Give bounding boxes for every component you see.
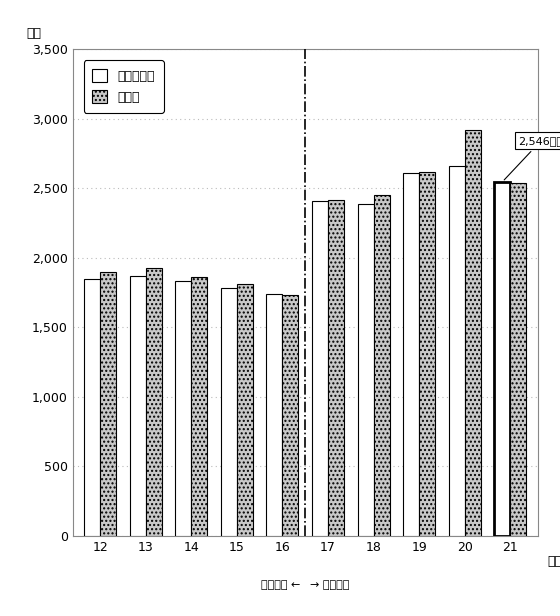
Bar [192, 277, 207, 536]
Bar [465, 130, 480, 536]
Text: 億円: 億円 [26, 26, 41, 39]
Bar [130, 276, 146, 536]
Bar [403, 173, 419, 536]
Legend: 当初予算顕, 決算顕: 当初予算顕, 決算顕 [83, 60, 164, 113]
Bar [237, 284, 253, 536]
Bar [175, 282, 192, 536]
Text: 年度: 年度 [547, 556, 560, 569]
Bar [494, 182, 510, 536]
Bar [146, 267, 162, 536]
Text: 2,546億円: 2,546億円 [504, 136, 560, 180]
Bar [449, 166, 465, 536]
Bar [84, 278, 100, 536]
Bar [100, 272, 116, 536]
Bar [419, 172, 435, 536]
Bar [374, 195, 390, 536]
Bar [328, 200, 344, 536]
Bar [282, 296, 298, 536]
Bar [510, 183, 526, 536]
Bar [358, 204, 374, 536]
Bar [312, 201, 328, 536]
Bar [221, 288, 237, 536]
Text: 旧浜松市 ←: 旧浜松市 ← [262, 580, 301, 590]
Bar [267, 294, 282, 536]
Text: → 新浜松市: → 新浜松市 [310, 580, 349, 590]
